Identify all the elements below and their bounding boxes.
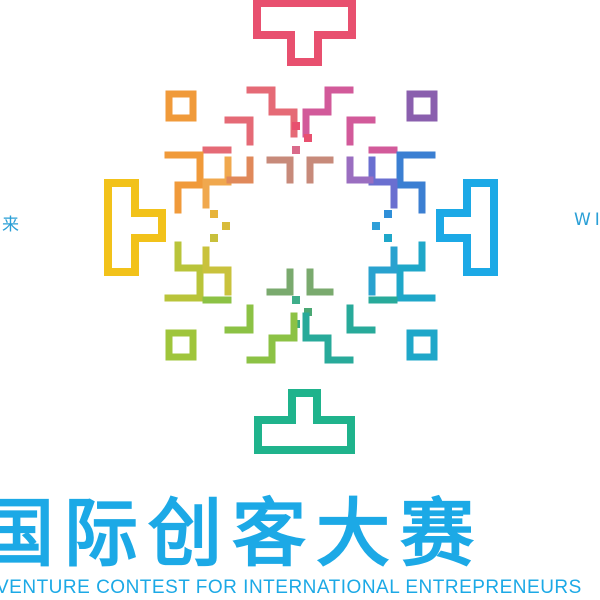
title-english: VENTURE CONTEST FOR INTERNATIONAL ENTREP… [0,577,582,598]
corner-square-tl [165,90,197,122]
ring-right-upper-2 [368,156,398,209]
corner-square-br [406,329,438,361]
side-text-right: WI [574,210,600,230]
right-t-shape [436,179,498,276]
cross-top-right [302,86,398,154]
ring-left-lower [164,241,204,302]
ring-right-lower [396,241,436,302]
corner-square-tr [406,90,438,122]
top-t-shape [253,0,356,66]
inner-top [266,156,334,184]
corner-square-bl [165,329,197,361]
cross-bottom-left [202,296,298,364]
ring-right-upper [396,151,436,214]
title-chinese: 国际创客大赛 [0,492,484,576]
ring-right-lower-2 [368,246,398,296]
logo-mark [104,0,498,454]
ring-left-upper-2 [202,156,232,209]
bottom-t-shape [254,389,355,454]
cross-top-left [202,86,298,154]
inner-top-2 [346,156,374,184]
left-t-shape [104,179,166,276]
ring-left-lower-2 [202,246,232,296]
ring-left-upper [164,151,204,214]
side-text-left: 来 [2,215,23,235]
pixel-dots [210,122,392,328]
inner-bottom [266,268,334,296]
inner-top-3 [226,156,254,184]
cross-bottom-right [302,296,398,364]
